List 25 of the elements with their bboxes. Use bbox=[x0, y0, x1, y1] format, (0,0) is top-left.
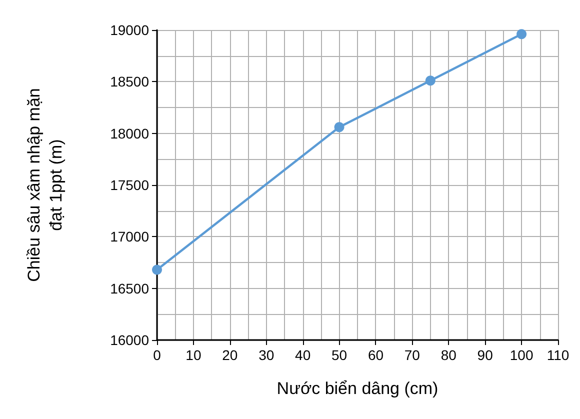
y-tick-label: 17000 bbox=[110, 228, 150, 245]
x-tick-label: 90 bbox=[477, 347, 494, 363]
x-tick-label: 0 bbox=[153, 347, 162, 363]
x-tick-label: 110 bbox=[546, 347, 570, 363]
y-axis-title: Chiều sâu xâm nhập mặn đạt 1ppt (m) bbox=[24, 88, 66, 282]
x-tick-label: 60 bbox=[368, 347, 384, 363]
y-tick-label: 19000 bbox=[110, 22, 150, 38]
x-tick-label: 30 bbox=[258, 347, 274, 363]
point bbox=[334, 122, 344, 132]
x-tick-label: 10 bbox=[186, 347, 202, 363]
point bbox=[425, 76, 436, 86]
x-tick-label: 20 bbox=[222, 347, 238, 363]
point bbox=[516, 29, 527, 40]
y-tick-label: 17500 bbox=[110, 177, 150, 193]
y-tick-label: 18500 bbox=[110, 74, 150, 90]
y-tick-label: 18000 bbox=[110, 125, 150, 142]
y-tick-label: 16500 bbox=[110, 280, 150, 296]
x-axis-title: Nước biển dâng (cm) bbox=[276, 379, 438, 398]
x-tick-label: 50 bbox=[331, 347, 348, 363]
y-tick-label: 16000 bbox=[110, 332, 150, 348]
point bbox=[152, 264, 162, 275]
x-tick-label: 100 bbox=[510, 347, 534, 363]
x-tick-label: 40 bbox=[295, 347, 311, 363]
x-tick-label: 70 bbox=[404, 347, 420, 363]
x-tick-label: 80 bbox=[440, 347, 457, 363]
